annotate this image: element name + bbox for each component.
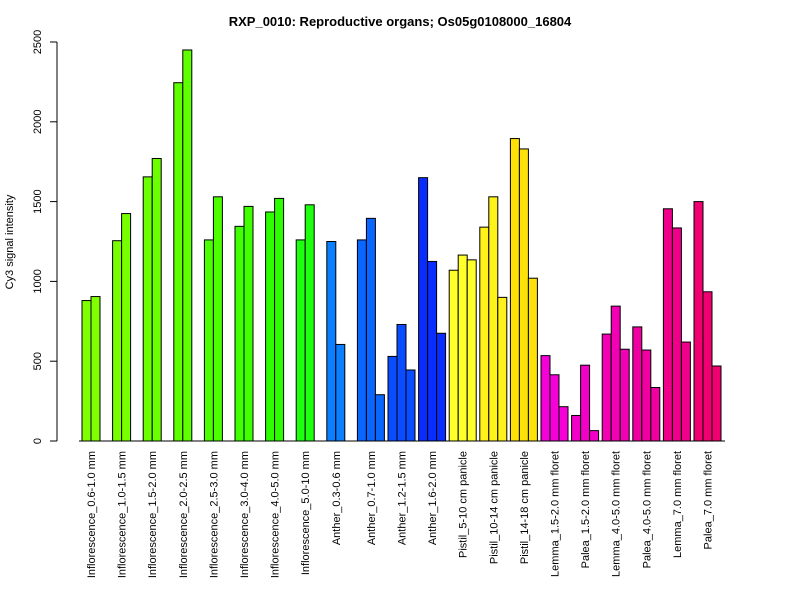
bar bbox=[632, 326, 643, 442]
bar bbox=[610, 305, 621, 442]
bar bbox=[436, 332, 447, 442]
x-tick-label: Lemma_7.0 mm floret bbox=[672, 451, 684, 558]
x-tick-label: Palea_4.0-5.0 mm floret bbox=[641, 451, 653, 568]
x-tick-label: Inflorescence_0.6-1.0 mm bbox=[86, 451, 98, 578]
bar bbox=[374, 394, 385, 442]
x-tick-label: Anther_0.3-0.6 mm bbox=[331, 451, 343, 545]
bar bbox=[182, 49, 193, 442]
bar bbox=[497, 296, 508, 442]
bar bbox=[356, 239, 367, 442]
bar bbox=[243, 205, 254, 442]
x-tick-label: Lemma_1.5-2.0 mm floret bbox=[550, 451, 562, 577]
x-tick-label: Inflorescence_2.0-2.5 mm bbox=[178, 451, 190, 578]
bar bbox=[671, 227, 682, 442]
bar bbox=[212, 196, 223, 442]
bar bbox=[601, 333, 612, 442]
bar bbox=[457, 254, 468, 442]
x-tick-label: Anther_1.2-1.5 mm bbox=[397, 451, 409, 545]
bar bbox=[641, 349, 652, 442]
bar bbox=[335, 343, 346, 442]
x-tick-label: Anther_1.6-2.0 mm bbox=[427, 451, 439, 545]
bar bbox=[466, 259, 477, 442]
bar bbox=[589, 430, 600, 442]
bar bbox=[265, 211, 276, 442]
bar bbox=[650, 387, 661, 442]
bar bbox=[479, 226, 490, 442]
bar bbox=[112, 240, 123, 442]
bar bbox=[365, 217, 376, 442]
x-tick-label: Inflorescence_3.0-4.0 mm bbox=[239, 451, 251, 578]
bar bbox=[540, 355, 551, 442]
y-tick-label: 500 bbox=[32, 352, 44, 370]
bar bbox=[173, 82, 184, 442]
bar bbox=[711, 365, 722, 442]
x-tick-label: Palea_1.5-2.0 mm floret bbox=[580, 451, 592, 568]
bar bbox=[142, 176, 153, 442]
bar bbox=[518, 148, 529, 442]
bar bbox=[90, 296, 101, 442]
x-tick-label: Pistil_5-10 cm panicle bbox=[458, 451, 470, 558]
x-tick-labels: Inflorescence_0.6-1.0 mm Inflorescence_1.… bbox=[86, 451, 715, 578]
bar bbox=[326, 241, 337, 442]
x-tick-label: Pistil_10-14 cm panicle bbox=[488, 451, 500, 564]
bar bbox=[151, 158, 162, 442]
bar bbox=[693, 201, 704, 442]
bar bbox=[580, 364, 591, 442]
bar bbox=[81, 300, 92, 442]
bar bbox=[619, 348, 630, 442]
bar bbox=[527, 277, 538, 442]
bar bbox=[405, 369, 416, 442]
y-tick-label: 2500 bbox=[32, 30, 44, 54]
bar bbox=[549, 374, 560, 442]
bar bbox=[234, 225, 245, 442]
bar bbox=[396, 323, 407, 442]
bar bbox=[121, 213, 132, 442]
y-axis-label: Cy3 signal intensity bbox=[4, 194, 16, 289]
x-tick-label: Inflorescence_4.0-5.0 mm bbox=[270, 451, 282, 578]
bar bbox=[418, 177, 429, 442]
x-tick-label: Inflorescence_5.0-10 mm bbox=[300, 451, 312, 575]
bar bbox=[274, 197, 285, 442]
x-tick-label: Anther_0.7-1.0 mm bbox=[366, 451, 378, 545]
bar bbox=[680, 341, 691, 442]
bar bbox=[295, 239, 306, 442]
bar bbox=[203, 239, 214, 442]
bar bbox=[558, 406, 569, 442]
bar bbox=[427, 260, 438, 442]
bar bbox=[702, 291, 713, 442]
chart-title: RXP_0010: Reproductive organs; Os05g0108… bbox=[229, 14, 572, 29]
x-tick-label: Inflorescence_2.5-3.0 mm bbox=[208, 451, 220, 578]
bar bbox=[662, 208, 673, 442]
y-tick-label: 1500 bbox=[32, 189, 44, 213]
bar bbox=[571, 414, 582, 442]
bar bbox=[387, 355, 398, 442]
bar bbox=[509, 138, 520, 442]
y-tick-label: 2000 bbox=[32, 110, 44, 134]
x-tick-label: Lemma_4.0-5.0 mm floret bbox=[611, 451, 623, 577]
x-tick-label: Inflorescence_1.0-1.5 mm bbox=[117, 451, 129, 578]
bar bbox=[304, 204, 315, 442]
bar bbox=[448, 269, 459, 442]
y-tick-label: 0 bbox=[32, 438, 44, 444]
bars bbox=[81, 49, 722, 442]
bar bbox=[488, 196, 499, 442]
x-tick-label: Pistil_14-18 cm panicle bbox=[519, 451, 531, 564]
y-tick-label: 1000 bbox=[32, 269, 44, 293]
x-tick-label: Inflorescence_1.5-2.0 mm bbox=[147, 451, 159, 578]
x-tick-label: Palea_7.0 mm floret bbox=[703, 451, 715, 549]
